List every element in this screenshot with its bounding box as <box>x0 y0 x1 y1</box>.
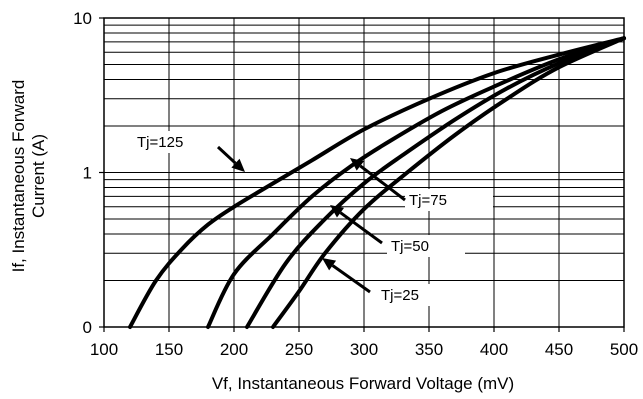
annotation-label: Tj=50 <box>391 238 429 255</box>
annotation-arrow-head <box>231 158 245 172</box>
annotation-arrow-head <box>330 205 345 218</box>
annotation-label: Tj=25 <box>381 287 419 304</box>
x-axis-title: Vf, Instantaneous Forward Voltage (mV) <box>212 374 514 393</box>
annotation-arrow-head <box>350 158 364 171</box>
annotation-label-bg <box>405 189 493 211</box>
x-tick-label: 250 <box>285 340 313 359</box>
annotation-arrow-head <box>322 258 337 271</box>
x-tick-label: 200 <box>220 340 248 359</box>
annotation-label: Tj=125 <box>137 134 183 151</box>
x-tick-label: 300 <box>350 340 378 359</box>
series-line-tj-25 <box>271 36 626 329</box>
y-tick-label: 0 <box>83 318 92 337</box>
series-annotations: Tj=125 Tj=75 Tj=50 Tj=25 <box>133 131 493 306</box>
y-tick-labels: 0 1 10 <box>73 9 104 337</box>
annotation-arrow-shaft <box>216 145 237 165</box>
x-tick-labels: 100 150 200 250 300 350 400 450 500 <box>90 327 638 359</box>
series-curves <box>128 36 626 329</box>
annotation-label-bg <box>387 235 465 257</box>
x-tick-label: 450 <box>545 340 573 359</box>
grid <box>104 18 624 327</box>
annotation-label: Tj=75 <box>409 192 447 209</box>
y-tick-label: 1 <box>83 164 92 183</box>
annotation-arrow-shaft <box>339 211 383 245</box>
x-tick-label: 150 <box>155 340 183 359</box>
y-tick-label: 10 <box>73 9 92 28</box>
x-tick-label: 500 <box>610 340 638 359</box>
y-axis-title: If, Instantaneous Forward Current (A) <box>9 80 48 273</box>
x-tick-label: 100 <box>90 340 118 359</box>
series-line-tj-50 <box>245 36 626 329</box>
annotation-label-bg <box>377 284 445 306</box>
annotation-label-bg <box>133 131 211 153</box>
series-line-tj-75 <box>206 36 626 329</box>
y-axis-title-line1: If, Instantaneous Forward <box>9 80 28 273</box>
y-axis-title-line2: Current (A) <box>29 134 48 218</box>
x-tick-label: 350 <box>415 340 443 359</box>
annotation-arrow-shaft <box>359 164 406 202</box>
annotation-arrow-shaft <box>331 264 371 294</box>
series-line-tj-125 <box>128 36 626 329</box>
x-tick-label: 400 <box>480 340 508 359</box>
